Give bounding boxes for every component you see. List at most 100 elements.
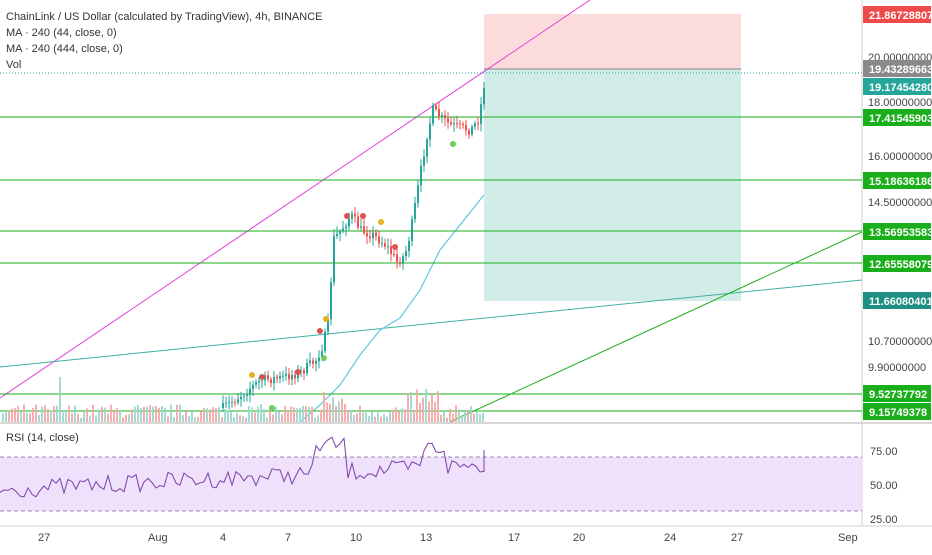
volume-bar xyxy=(479,413,481,422)
candle-body xyxy=(372,232,374,239)
time-tick: 20 xyxy=(573,532,585,544)
volume-bar xyxy=(20,411,22,422)
volume-bar xyxy=(461,414,463,422)
rsi-line[interactable] xyxy=(0,436,485,498)
volume-bar xyxy=(191,411,193,422)
volume-bar xyxy=(236,413,238,422)
candle-body xyxy=(357,216,359,228)
volume-bar xyxy=(326,402,328,422)
time-tick: Sep xyxy=(838,532,858,544)
candle-body xyxy=(402,256,404,264)
volume-bar xyxy=(371,411,373,422)
volume-bar xyxy=(14,407,16,422)
candle-body xyxy=(240,396,242,400)
candle-body xyxy=(252,384,254,390)
volume-bar xyxy=(125,414,127,422)
volume-bar xyxy=(32,408,34,422)
candle-body xyxy=(390,246,392,255)
volume-bar xyxy=(68,405,70,422)
volume-bar xyxy=(71,413,73,422)
stop-price-label: 21.86728807 xyxy=(869,10,932,22)
volume-bar xyxy=(398,411,400,422)
volume-bar xyxy=(311,406,313,422)
volume-bar xyxy=(203,407,205,422)
volume-bar xyxy=(116,408,118,422)
volume-bar xyxy=(113,409,115,422)
signal-dot xyxy=(269,405,275,411)
volume-bar xyxy=(482,412,484,422)
level-price-label: 15.18636186 xyxy=(869,176,932,188)
candle-body xyxy=(267,375,269,380)
volume-bar xyxy=(23,404,25,422)
rsi-tick: 50.00 xyxy=(870,480,898,492)
candle-body xyxy=(453,123,455,125)
volume-bar xyxy=(200,411,202,422)
volume-bar xyxy=(266,417,268,422)
volume-bar xyxy=(173,416,175,422)
candle-body xyxy=(327,319,329,332)
volume-legend[interactable]: Vol xyxy=(6,59,22,71)
volume-bar xyxy=(278,411,280,422)
volume-bar xyxy=(341,398,343,422)
signal-dot xyxy=(317,328,323,334)
level-price-label: 9.52737792 xyxy=(869,389,927,401)
candle-body xyxy=(303,370,305,374)
volume-bar xyxy=(248,405,250,422)
time-tick: 10 xyxy=(350,532,362,544)
rsi-pane[interactable]: RSI (14, close) 75.00 50.00 25.00 xyxy=(0,432,898,526)
volume-bar xyxy=(221,417,223,422)
time-tick: 17 xyxy=(508,532,520,544)
volume-bar xyxy=(188,416,190,422)
volume-bar xyxy=(386,416,388,422)
ma-444-legend[interactable]: MA · 240 (444, close, 0) xyxy=(6,43,123,55)
volume-bar xyxy=(314,417,316,422)
volume-bar xyxy=(212,407,214,422)
volume-bar xyxy=(455,404,457,422)
volume-bar xyxy=(101,406,103,422)
signal-dot xyxy=(450,141,456,147)
volume-bar xyxy=(8,410,10,422)
ma-44-legend[interactable]: MA · 240 (44, close, 0) xyxy=(6,27,117,39)
candle-body xyxy=(447,118,449,123)
rsi-band xyxy=(0,457,862,511)
moving-average-line[interactable] xyxy=(299,194,485,422)
teal-trend-line[interactable] xyxy=(0,279,862,368)
candle-body xyxy=(306,362,308,374)
candle-body xyxy=(276,377,278,379)
rsi-label: RSI (14, close) xyxy=(6,432,79,444)
volume-bar xyxy=(353,415,355,422)
volume-bar xyxy=(167,416,169,422)
candle-body xyxy=(258,380,260,383)
volume-bar xyxy=(152,406,154,422)
volume-bar xyxy=(275,406,277,422)
volume-bar xyxy=(449,408,451,422)
candle-body xyxy=(480,104,482,124)
volume-bar xyxy=(35,404,37,422)
candle-body xyxy=(378,236,380,244)
time-axis[interactable]: 27 Aug 4 7 10 13 17 20 24 27 Sep xyxy=(38,532,858,544)
candles[interactable] xyxy=(222,82,485,412)
candle-body xyxy=(468,130,470,135)
drawings[interactable] xyxy=(0,0,862,422)
volume-bar xyxy=(140,408,142,422)
stop-loss-zone[interactable] xyxy=(484,14,741,69)
short-position-tool[interactable] xyxy=(484,14,741,301)
candle-body xyxy=(444,115,446,119)
candle-body xyxy=(339,231,341,234)
volume-bar xyxy=(50,410,52,422)
candle-body xyxy=(354,213,356,217)
volume-bar xyxy=(395,407,397,422)
volume-bar xyxy=(458,409,460,422)
volume-bar xyxy=(329,403,331,422)
level-price-label: 17.41545903 xyxy=(869,113,932,125)
green-trend-line[interactable] xyxy=(449,231,862,422)
price-axis[interactable]: 20.00000000 18.00000000 16.00000000 14.5… xyxy=(868,52,932,374)
profit-target-zone[interactable] xyxy=(484,69,741,301)
candle-body xyxy=(231,401,233,403)
candle-body xyxy=(432,105,434,124)
volume-bar xyxy=(47,409,49,422)
rising-channel-line[interactable] xyxy=(0,0,591,399)
level-price-label: 12.65558079 xyxy=(869,259,932,271)
